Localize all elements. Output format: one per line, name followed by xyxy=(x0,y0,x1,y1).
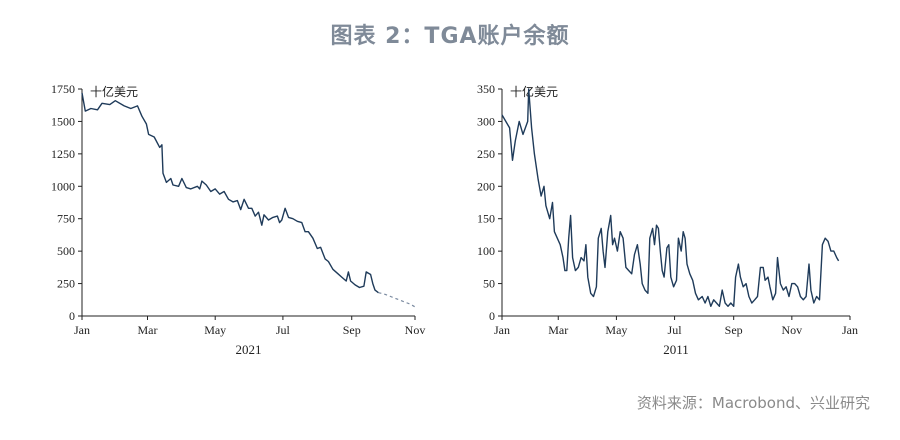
x-tick-label: Sep xyxy=(725,323,743,337)
chart-panel-2: 0 50 100 150 200 250 300 350 Jan Mar May Jul Sep Nov J… xyxy=(477,82,858,357)
chart-panel-1: 0 250 500 750 1000 1250 1500 1750 Jan Mar May Jul Se… xyxy=(51,82,425,357)
x-tick-label: Mar xyxy=(137,323,157,337)
unit-label: 十亿美元 xyxy=(510,84,558,99)
y-tick-label: 100 xyxy=(477,244,495,258)
x-tick-label: Nov xyxy=(405,323,426,337)
figure-title: 图表 2：TGA账户余额 xyxy=(330,24,570,49)
x-tick-label: Jan xyxy=(842,323,858,337)
y-tick-label: 350 xyxy=(477,82,495,96)
x-tick-label: May xyxy=(605,323,627,337)
y-tick-label: 1000 xyxy=(51,179,75,193)
y-tick-label: 150 xyxy=(477,212,495,226)
y-tick-label: 0 xyxy=(69,309,75,323)
series-line xyxy=(501,88,840,307)
x-tick-label: Mar xyxy=(548,323,568,337)
x-tick-label: Jan xyxy=(494,323,510,337)
y-tick-label: 200 xyxy=(477,179,495,193)
y-tick-label: 1250 xyxy=(51,147,75,161)
x-tick-label: Jul xyxy=(668,323,683,337)
y-tick-label: 750 xyxy=(57,212,75,226)
x-tick-label: Nov xyxy=(782,323,803,337)
y-tick-label: 250 xyxy=(477,147,495,161)
y-tick-label: 50 xyxy=(483,277,495,291)
source-note: 资料来源：Macrobond、兴业研究 xyxy=(636,394,870,412)
x-axis-title: 2021 xyxy=(236,342,262,357)
x-tick-label: Jan xyxy=(74,323,90,337)
y-tick-label: 1750 xyxy=(51,82,75,96)
series-line xyxy=(81,92,379,294)
x-tick-label: May xyxy=(204,323,226,337)
y-tick-label: 1500 xyxy=(51,114,75,128)
y-tick-label: 250 xyxy=(57,277,75,291)
y-tick-label: 500 xyxy=(57,244,75,258)
y-tick-label: 0 xyxy=(489,309,495,323)
x-tick-label: Jul xyxy=(276,323,291,337)
x-axis-title: 2011 xyxy=(663,342,689,357)
projection-line xyxy=(378,292,416,308)
unit-label: 十亿美元 xyxy=(90,84,138,99)
x-tick-label: Sep xyxy=(343,323,361,337)
y-tick-label: 300 xyxy=(477,114,495,128)
